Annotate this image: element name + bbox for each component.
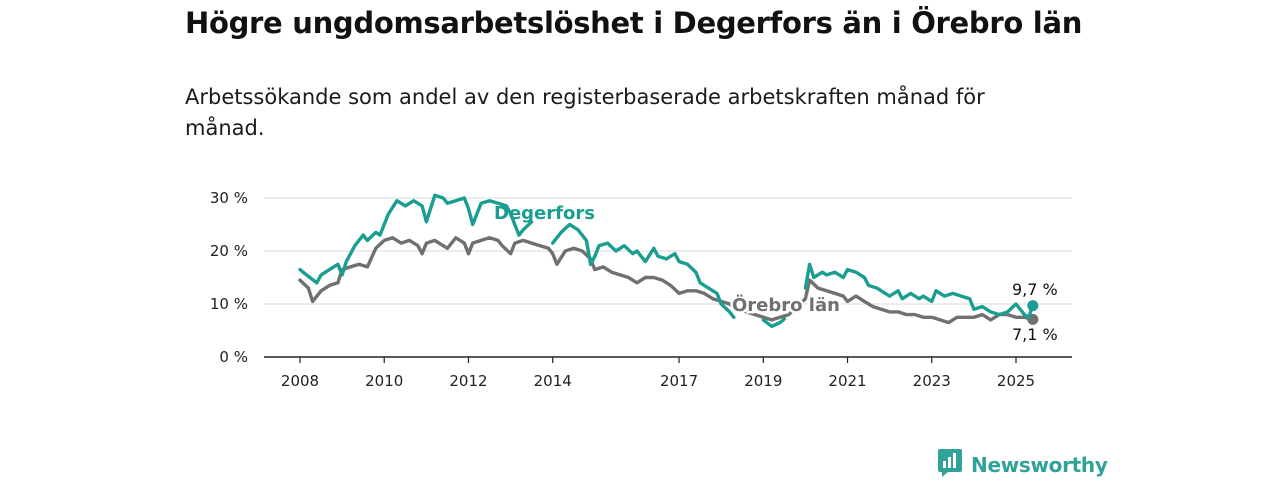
series-line-degerfors [298, 193, 1035, 328]
x-tick-label: 2008 [281, 372, 319, 390]
chart-title: Högre ungdomsarbetslöshet i Degerfors än… [185, 6, 1083, 40]
labels-layer: Degerfors Örebro län 9,7 % 7,1 % [494, 203, 1058, 344]
y-tick-label: 0 % [219, 348, 248, 366]
x-tick-label: 2014 [534, 372, 572, 390]
brand-logo: Newsworthy [937, 448, 1108, 482]
x-tick-label: 2025 [997, 372, 1035, 390]
series-label-degerfors: Degerfors [494, 203, 595, 224]
x-tick-label: 2023 [913, 372, 951, 390]
newsworthy-logo-icon [937, 448, 963, 482]
brand-name: Newsworthy [971, 453, 1108, 477]
x-tick-label: 2019 [744, 372, 782, 390]
y-tick-label: 30 % [210, 189, 248, 207]
x-tick-label: 2017 [660, 372, 698, 390]
series-layer [298, 193, 1039, 328]
series-label-orebro: Örebro län [732, 294, 840, 316]
end-label-degerfors: 9,7 % [1012, 280, 1058, 299]
end-point-degerfors [1027, 300, 1039, 312]
series-line-orebro [298, 236, 1035, 325]
grid-lines [264, 197, 1072, 358]
y-axis-ticks: 0 % 10 % 20 % 30 % [210, 189, 248, 366]
x-tick-label: 2012 [449, 372, 487, 390]
x-axis-ticks: 2008 2010 2012 2014 2017 2019 2021 2023 2025 [281, 357, 1035, 390]
x-tick-label: 2021 [828, 372, 866, 390]
x-tick-label: 2010 [365, 372, 403, 390]
end-label-orebro: 7,1 % [1012, 325, 1058, 344]
y-tick-label: 20 % [210, 242, 248, 260]
y-tick-label: 10 % [210, 295, 248, 313]
line-chart: 0 % 10 % 20 % 30 % 2008 2010 2012 2014 2017 2019… [210, 189, 1072, 390]
chart-subtitle: Arbetssökande som andel av den registerb… [185, 85, 985, 140]
